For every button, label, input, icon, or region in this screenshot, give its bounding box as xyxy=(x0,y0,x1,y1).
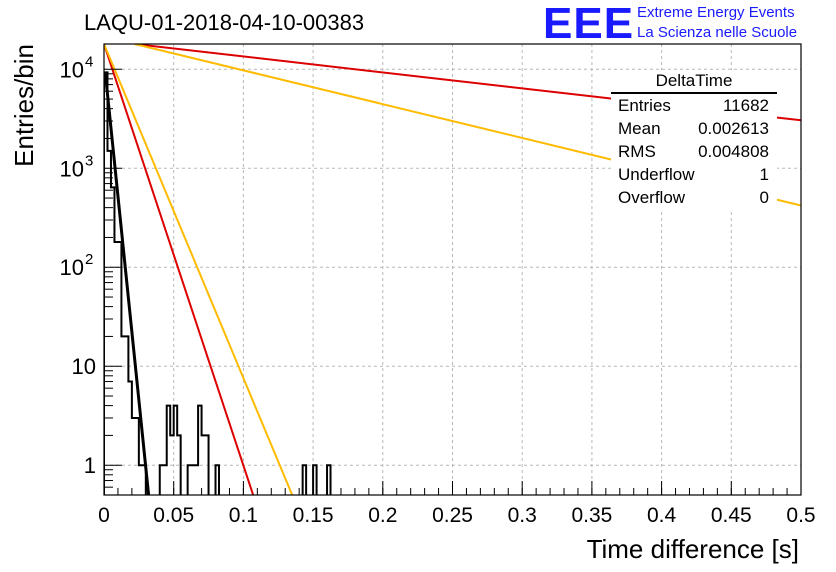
logo-line-2: La Scienza nelle Scuole xyxy=(637,24,798,41)
x-tick-label: 0.5 xyxy=(786,504,815,527)
x-tick-label: 0.35 xyxy=(571,504,612,527)
y-tick-exponent: 4 xyxy=(85,53,93,70)
x-tick-label: 0 xyxy=(98,504,110,527)
stats-row-value: 0.004808 xyxy=(698,142,769,161)
stats-row: Mean 0.002613 xyxy=(611,117,777,140)
logo-line-1: Extreme Energy Events xyxy=(637,4,795,21)
y-tick-label: 10 xyxy=(72,354,96,379)
x-tick-label: 0.15 xyxy=(293,504,334,527)
x-axis-label: Time difference [s] xyxy=(587,534,799,564)
y-tick-label: 10 xyxy=(60,255,84,280)
histogram-outline xyxy=(104,71,332,495)
stats-row-value: 11682 xyxy=(722,96,769,115)
axis-ticks xyxy=(103,68,802,495)
x-tick-label: 0.4 xyxy=(647,504,677,527)
y-tick-exponent: 2 xyxy=(85,251,93,268)
stats-box: DeltaTime Entries 11682 Mean 0.002613 RMS 0.0… xyxy=(611,70,777,209)
fit-line xyxy=(104,44,255,495)
x-tick-label: 0.45 xyxy=(711,504,752,527)
x-tick-label: 0.2 xyxy=(368,504,397,527)
stats-row: RMS 0.004808 xyxy=(611,140,777,163)
stats-row-value: 0.002613 xyxy=(698,119,769,138)
stats-row: Overflow 0 xyxy=(611,186,777,209)
stats-row-label: Overflow xyxy=(618,188,686,207)
stats-row-value: 0 xyxy=(759,188,769,207)
stats-row: Entries 11682 xyxy=(611,94,777,117)
stats-row-label: Underflow xyxy=(618,165,695,184)
stats-row-label: RMS xyxy=(618,142,656,161)
x-tick-label: 0.3 xyxy=(508,504,537,527)
stats-row-value: 1 xyxy=(759,165,769,184)
eee-logo: EEE xyxy=(543,0,635,48)
y-tick-label: 10 xyxy=(60,156,84,181)
grid xyxy=(104,44,801,495)
x-tick-labels: 0 0.05 0.1 0.15 0.2 0.25 0.3 0.35 0.4 0.45 0.5 xyxy=(98,504,815,527)
y-tick-exponent: 3 xyxy=(85,152,93,169)
stats-row-label: Mean xyxy=(618,119,661,138)
stats-rows: Entries 11682 Mean 0.002613 RMS 0.004808 Under… xyxy=(611,94,777,209)
chart-title: LAQU-01-2018-04-10-00383 xyxy=(84,10,365,35)
stats-row: Underflow 1 xyxy=(611,163,777,186)
x-tick-label: 0.05 xyxy=(153,504,194,527)
y-axis-label: Entries/bin xyxy=(9,44,39,167)
stats-box-title: DeltaTime xyxy=(611,70,777,94)
x-tick-label: 0.25 xyxy=(432,504,473,527)
fit-line xyxy=(104,44,294,495)
y-tick-label: 10 xyxy=(60,57,84,82)
y-tick-label: 1 xyxy=(84,453,96,478)
stats-row-label: Entries xyxy=(618,96,671,115)
fit-line xyxy=(104,73,151,495)
x-tick-label: 0.1 xyxy=(229,504,258,527)
